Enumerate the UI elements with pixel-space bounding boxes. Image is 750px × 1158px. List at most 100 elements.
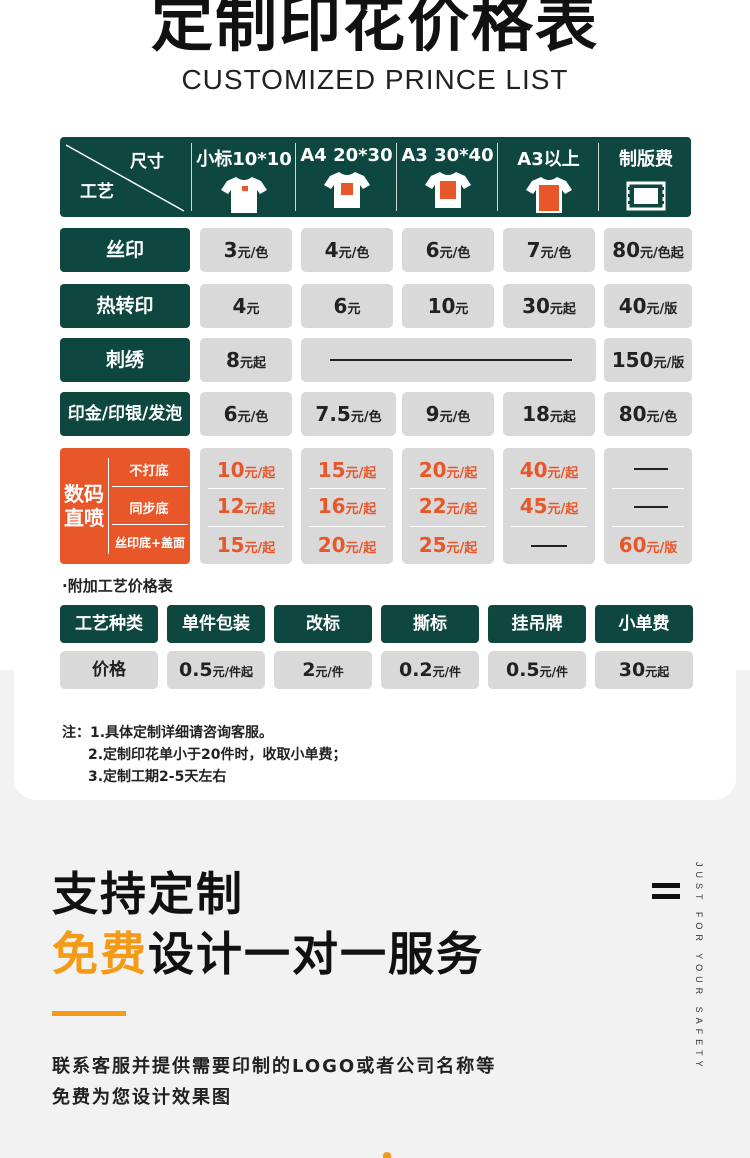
price-cell: 80元/色起 (604, 228, 692, 272)
addon-header: 改标 (274, 605, 372, 643)
addon-value: 0.2元/件 (381, 651, 479, 689)
note-line: 2.定制印花单小于20件时，收取小单费； (88, 747, 347, 763)
price-cell: 7.5元/色 (301, 392, 396, 436)
film-plate-icon (626, 181, 666, 211)
price-cell: 4元 (200, 284, 292, 328)
corner-size-label: 尺寸 (130, 151, 164, 172)
note-line: 3.定制工期2-5天左右 (88, 769, 227, 785)
row-label-embroidery: 刺绣 (60, 338, 190, 382)
decorative-dot (383, 1152, 391, 1158)
cell-divider (208, 488, 284, 489)
description-line: 联系客服并提供需要印制的LOGO或者公司名称等 (52, 1056, 497, 1077)
header-separator (396, 143, 397, 211)
price-value: 12元/起 (216, 494, 276, 518)
price-value: 10元/起 (216, 458, 276, 482)
price-cell: 80元/色 (604, 392, 692, 436)
price-cell: 18元起 (503, 392, 595, 436)
price-value: 20元/起 (418, 458, 478, 482)
dash-line (531, 545, 567, 547)
dash-line (634, 468, 668, 470)
cell-divider (612, 526, 684, 527)
header-a3: A3 30*40 (399, 137, 496, 217)
digital-column: 10元/起 12元/起 15元/起 (200, 448, 292, 564)
cell-divider (309, 488, 385, 489)
header-label: A3 30*40 (401, 145, 494, 166)
addon-value: 0.5元/件 (488, 651, 586, 689)
price-value: 22元/起 (418, 494, 478, 518)
addon-value: 30元起 (595, 651, 693, 689)
highlight-text: 免费 (52, 927, 148, 981)
price-cell: 7元/色 (503, 228, 595, 272)
label-divider (112, 486, 188, 487)
header-small-label: 小标10*10 (195, 137, 293, 217)
digital-label: 数码 直喷 (64, 482, 104, 530)
price-cell: 10元 (402, 284, 494, 328)
price-value: 25元/起 (418, 533, 478, 557)
price-cell: 30元起 (503, 284, 595, 328)
header-label: 制版费 (619, 149, 673, 170)
addon-value: 0.5元/件起 (167, 651, 265, 689)
price-cell: 8元起 (200, 338, 292, 382)
note-line: 注：1.具体定制详细请咨询客服。 (62, 725, 274, 741)
price-cell: 6元 (301, 284, 393, 328)
tshirt-icon (221, 177, 267, 213)
row-label-heat-transfer: 热转印 (60, 284, 190, 328)
digital-column: 20元/起 22元/起 25元/起 (402, 448, 494, 564)
sub-label-sync-base: 同步底 (129, 502, 169, 517)
digital-column: 15元/起 16元/起 20元/起 (301, 448, 393, 564)
cell-divider (410, 488, 486, 489)
price-value: 60元/版 (618, 533, 678, 557)
label-divider (112, 524, 188, 525)
dash-line (634, 506, 668, 508)
addon-header: 工艺种类 (60, 605, 158, 643)
description-line: 免费为您设计效果图 (52, 1087, 232, 1108)
cell-divider (612, 488, 684, 489)
price-cell: 9元/色 (402, 392, 494, 436)
cell-divider (410, 526, 486, 527)
cell-divider (511, 488, 587, 489)
header-separator (598, 143, 599, 211)
addon-header: 单件包装 (167, 605, 265, 643)
cell-divider (511, 526, 587, 527)
sub-label-no-base: 不打底 (129, 464, 169, 479)
addon-header: 挂吊牌 (488, 605, 586, 643)
table-header-bar (60, 137, 691, 217)
price-value: 15元/起 (317, 458, 377, 482)
section-heading: 支持定制 (52, 867, 244, 921)
header-separator (497, 143, 498, 211)
header-label: 小标10*10 (196, 149, 292, 170)
corner-craft-label: 工艺 (80, 181, 114, 202)
header-label: A4 20*30 (300, 145, 393, 166)
price-cell: 6元/色 (200, 392, 292, 436)
digital-column: 40元/起 45元/起 (503, 448, 595, 564)
label-divider (108, 458, 109, 554)
tshirt-icon (525, 177, 572, 213)
addon-title: ·附加工艺价格表 (62, 577, 173, 595)
vertical-slogan: JUST FOR YOUR SAFETY (694, 862, 704, 1072)
header-a3-plus: A3以上 (500, 137, 597, 217)
price-cell: 6元/色 (402, 228, 494, 272)
header-a4: A4 20*30 (298, 137, 395, 217)
price-value: 20元/起 (317, 533, 377, 557)
header-plate-fee: 制版费 (601, 137, 691, 217)
price-cell: 40元/版 (604, 284, 692, 328)
accent-bar (52, 1011, 126, 1016)
price-value: 16元/起 (317, 494, 377, 518)
cell-divider (309, 526, 385, 527)
price-cell: 150元/版 (604, 338, 692, 382)
header-separator (191, 143, 192, 211)
price-value: 15元/起 (216, 533, 276, 557)
addon-header: 小单费 (595, 605, 693, 643)
page-subtitle: CUSTOMIZED PRINCE LIST (181, 64, 569, 95)
page-title: 定制印花价格表 (150, 0, 599, 60)
addon-value: 价格 (60, 651, 158, 689)
equals-mark (652, 894, 680, 899)
row-label-silkscreen: 丝印 (60, 228, 190, 272)
row-label-gold-silver-foam: 印金/印银/发泡 (60, 392, 190, 436)
section-subheading: 免费设计一对一服务 (52, 927, 484, 981)
header-separator (295, 143, 296, 211)
top-background (0, 0, 750, 670)
dash-line (330, 359, 572, 361)
addon-value: 2元/件 (274, 651, 372, 689)
header-label: A3以上 (517, 149, 580, 170)
